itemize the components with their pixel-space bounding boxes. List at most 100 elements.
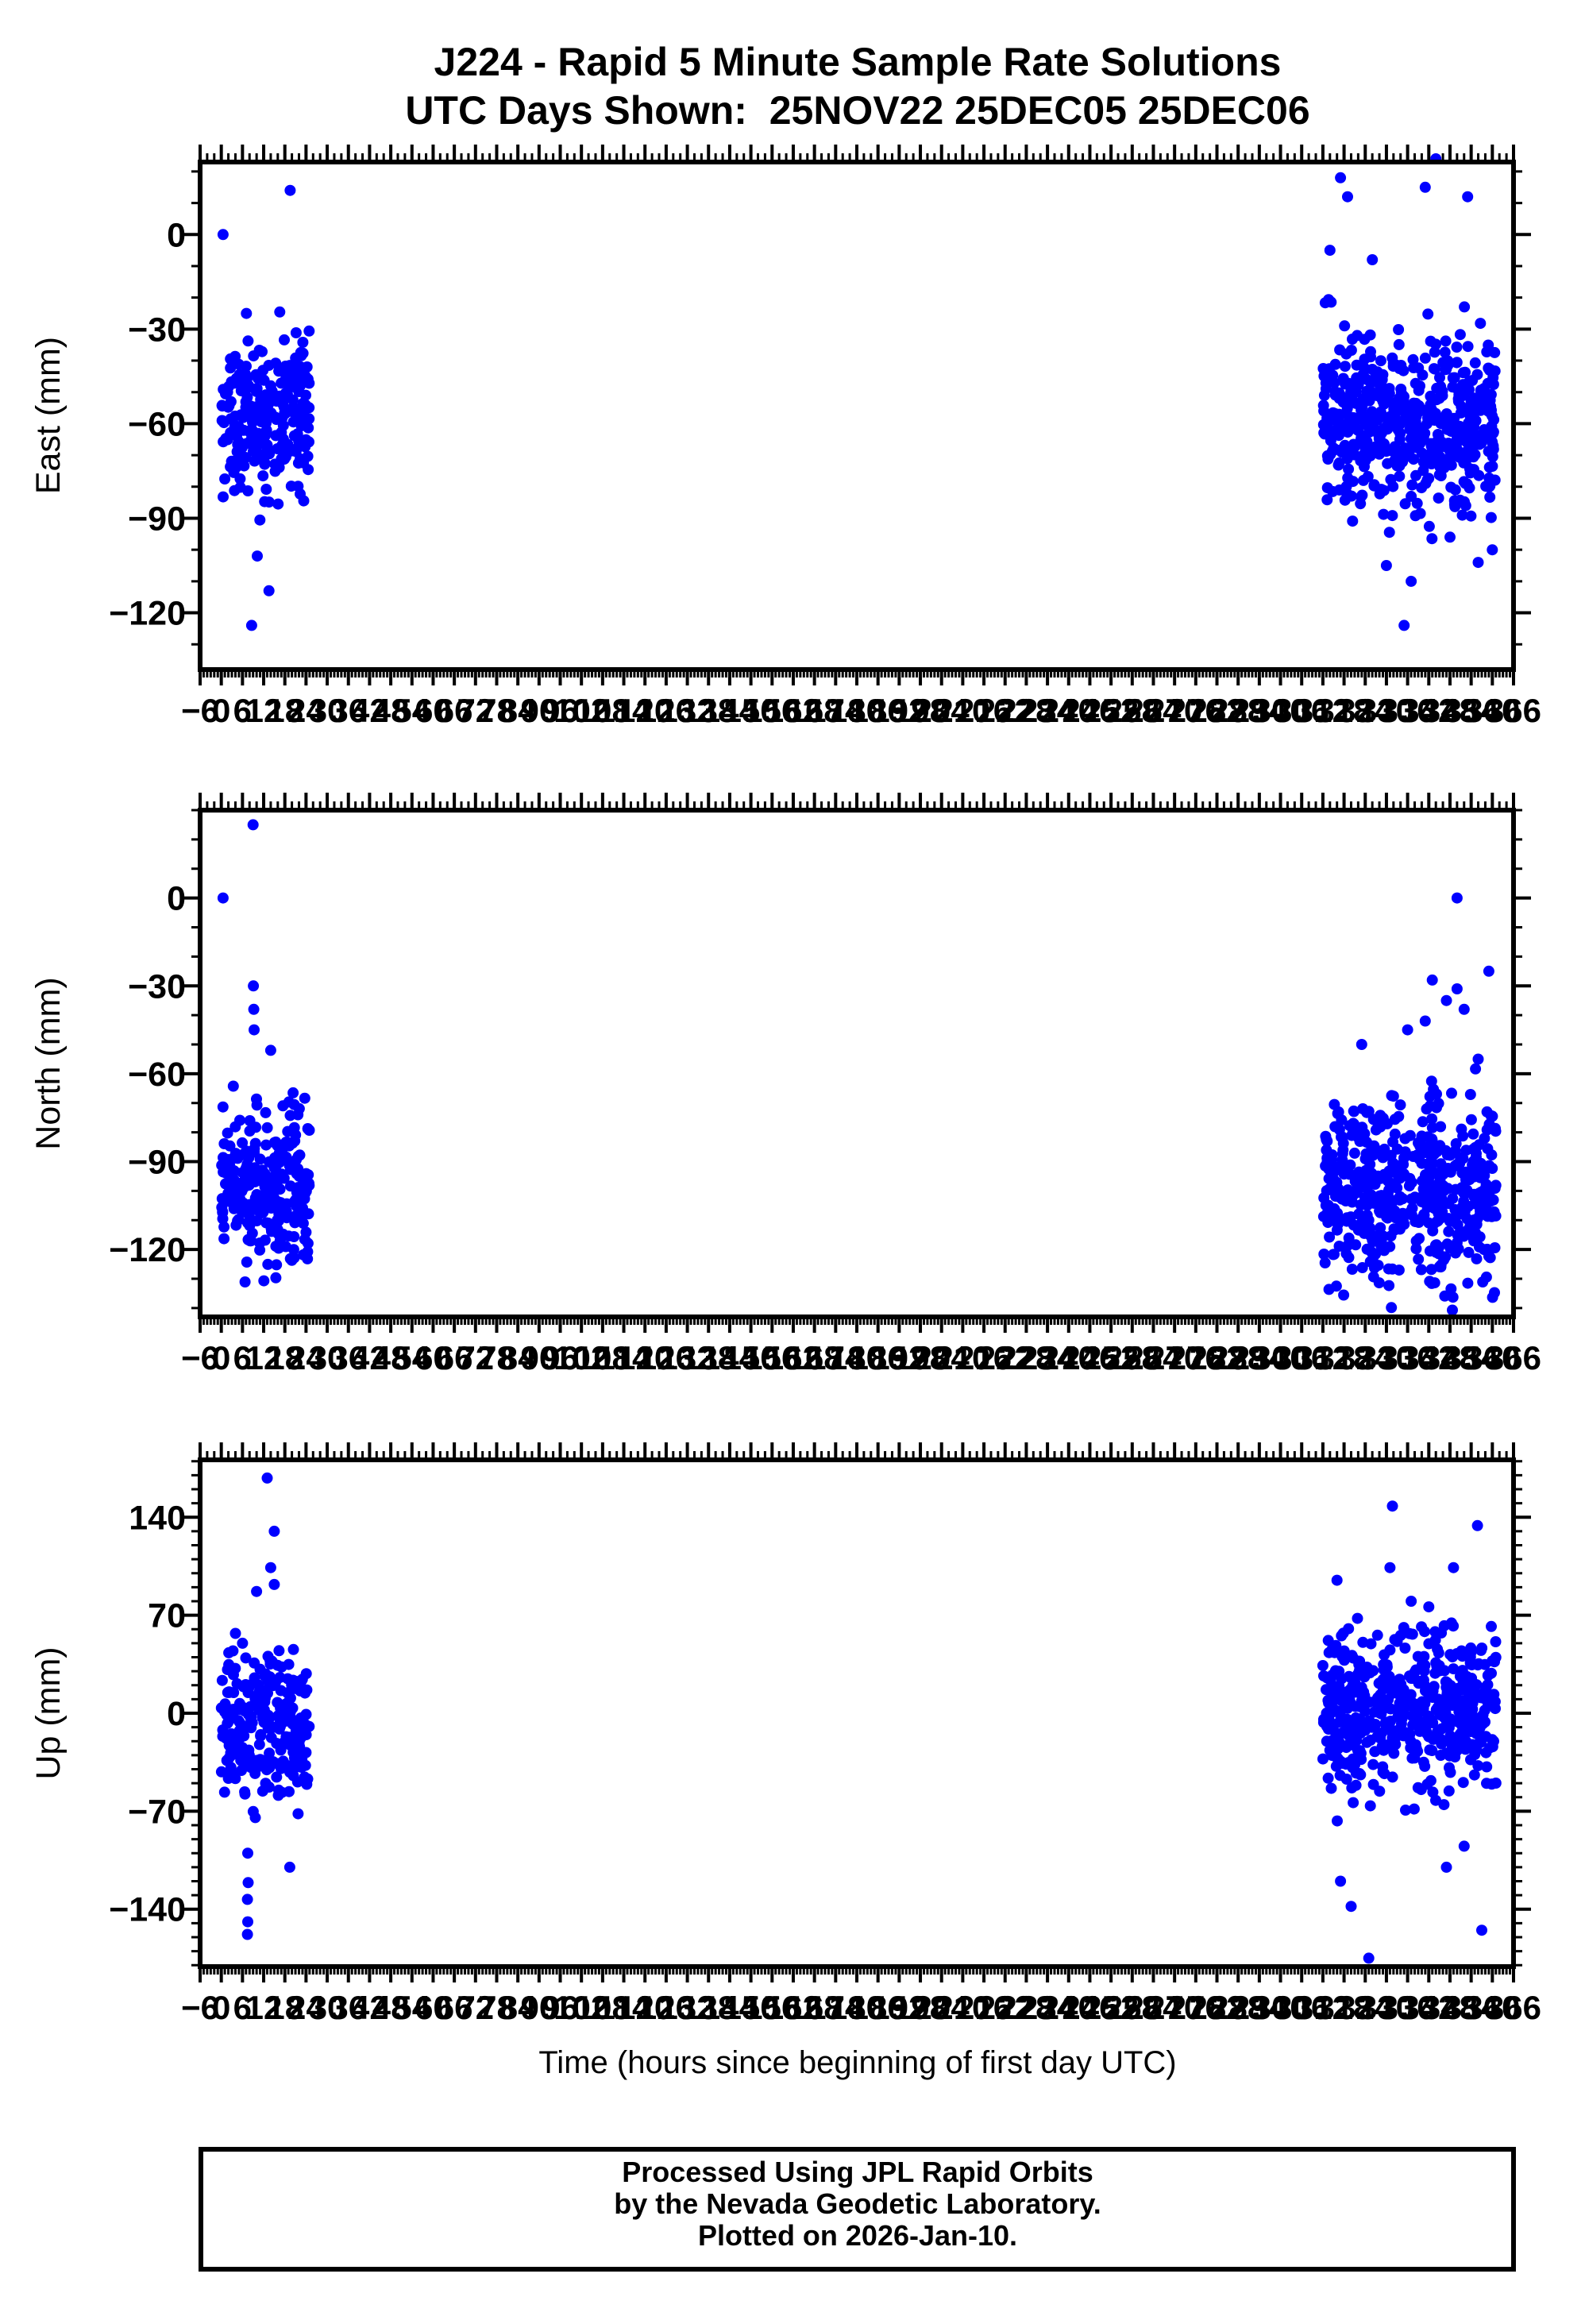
data-point <box>272 1697 283 1708</box>
data-point <box>1410 1235 1422 1247</box>
x-tick-label: 30 <box>309 1339 346 1376</box>
x-tick-label: 276 <box>1168 692 1224 729</box>
top-major-ticks <box>199 145 1515 162</box>
data-point <box>1331 1176 1343 1188</box>
data-point <box>248 980 260 992</box>
data-point <box>245 1701 256 1712</box>
data-point <box>1406 400 1418 411</box>
data-point <box>1443 1198 1455 1210</box>
data-point <box>1362 1195 1374 1206</box>
data-point <box>1329 376 1340 388</box>
data-point <box>1423 1601 1435 1613</box>
data-point <box>299 1684 310 1696</box>
data-point <box>1375 406 1386 418</box>
data-point <box>261 439 273 451</box>
x-tick-label: 186 <box>850 692 906 729</box>
x-tick-label: 354 <box>1444 692 1500 729</box>
data-point <box>1342 1162 1354 1174</box>
data-point <box>1386 1263 1398 1275</box>
data-point <box>1356 429 1367 441</box>
data-point <box>1409 1191 1421 1203</box>
data-point <box>287 1643 299 1655</box>
x-tick-label: 264 <box>1125 1339 1182 1376</box>
data-point <box>1410 415 1421 427</box>
data-point <box>1354 1136 1366 1147</box>
data-point <box>1471 1253 1483 1264</box>
data-point <box>1433 392 1444 404</box>
data-point <box>302 1773 314 1785</box>
x-tick-label: 150 <box>723 1339 779 1376</box>
data-point <box>1422 308 1434 320</box>
x-tick-label: 342 <box>1401 692 1456 729</box>
scatter-points <box>216 819 1502 1316</box>
x-tick-label: 276 <box>1168 1339 1224 1376</box>
data-point <box>1325 1782 1337 1794</box>
data-point <box>1335 172 1347 183</box>
data-point <box>1329 1191 1341 1202</box>
data-point <box>271 1151 282 1163</box>
data-point <box>1419 1760 1431 1772</box>
scatter-points <box>216 153 1501 631</box>
data-point <box>1435 1121 1447 1133</box>
data-point <box>1356 1039 1367 1050</box>
data-point <box>1442 1694 1454 1706</box>
data-point <box>1451 342 1463 353</box>
data-point <box>1435 1750 1447 1761</box>
x-tick-label: 192 <box>871 1339 927 1376</box>
x-tick-label: 6 <box>233 692 252 729</box>
data-point <box>299 1233 310 1245</box>
data-point <box>294 361 306 373</box>
data-point <box>1438 1185 1450 1197</box>
bottom-major-ticks <box>199 1317 1515 1333</box>
data-point <box>1465 510 1477 522</box>
data-point <box>1414 405 1426 417</box>
data-point <box>1386 510 1398 522</box>
data-point <box>1489 1656 1500 1668</box>
data-point <box>247 1805 259 1817</box>
data-point <box>268 1525 280 1537</box>
data-point <box>298 495 310 507</box>
data-point <box>1323 1646 1335 1658</box>
data-point <box>260 1217 272 1229</box>
x-tick-label: 48 <box>372 1339 410 1376</box>
y-tick-label: 70 <box>148 1597 186 1635</box>
data-point <box>229 1121 241 1133</box>
data-point <box>1372 367 1384 379</box>
data-point <box>239 1276 251 1287</box>
data-point <box>1385 1230 1397 1242</box>
data-point <box>1435 1168 1447 1180</box>
data-point <box>1457 1152 1469 1164</box>
data-point <box>1444 1730 1456 1742</box>
x-tick-label: 168 <box>787 1989 843 2026</box>
data-point <box>274 306 286 318</box>
data-point <box>1459 496 1470 508</box>
data-point <box>1464 1089 1476 1100</box>
x-tick-label: 252 <box>1083 1989 1139 2026</box>
data-point <box>1453 1743 1465 1755</box>
data-point <box>264 1562 276 1573</box>
data-point <box>1468 1769 1480 1781</box>
data-point <box>1479 1658 1491 1670</box>
x-tick-label: 126 <box>638 1339 694 1376</box>
data-point <box>1481 1778 1492 1789</box>
data-point <box>1457 1777 1469 1789</box>
data-point <box>263 496 275 508</box>
data-point <box>228 357 240 369</box>
data-point <box>1382 396 1394 407</box>
data-point <box>218 1221 230 1233</box>
data-point <box>253 1704 265 1716</box>
data-point <box>222 432 234 444</box>
data-point <box>241 1894 253 1905</box>
data-point <box>1384 445 1396 457</box>
data-point <box>1391 1635 1403 1647</box>
data-point <box>283 1861 295 1873</box>
data-point <box>1487 379 1499 390</box>
x-tick-label: 66 <box>436 1989 473 2026</box>
y-tick-label: −90 <box>128 500 186 538</box>
x-tick-label: 120 <box>617 1989 673 2026</box>
data-point <box>1421 1202 1433 1214</box>
data-point <box>219 473 231 484</box>
data-point <box>1414 1697 1426 1709</box>
y-tick-label: 0 <box>167 216 186 254</box>
panel-north: North (mm) 0−30−60−90−120−60 612182430364… <box>29 793 1541 1376</box>
